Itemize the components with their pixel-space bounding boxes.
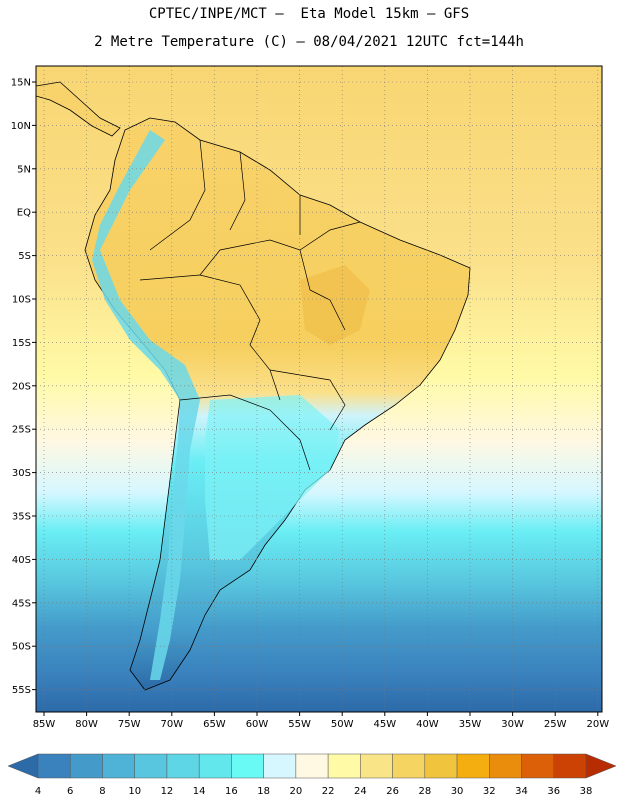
colorbar-tick-label: 4 bbox=[35, 786, 41, 797]
colorbar-swatch bbox=[456, 753, 490, 779]
lon-label: 20W bbox=[586, 719, 609, 730]
colorbar-tick-label: 18 bbox=[257, 786, 270, 797]
map-frame bbox=[35, 65, 603, 713]
colorbar-swatch bbox=[295, 753, 329, 779]
map-subtitle: 2 Metre Temperature (C) – 08/04/2021 12U… bbox=[94, 34, 524, 50]
lat-label: 45S bbox=[12, 598, 31, 609]
colorbar-swatch bbox=[198, 753, 232, 779]
lon-label: 40W bbox=[416, 719, 439, 730]
colorbar-swatch bbox=[360, 753, 393, 779]
lat-label: EQ bbox=[17, 208, 31, 219]
country-borders bbox=[139, 139, 361, 471]
lat-label: 30S bbox=[12, 468, 31, 479]
colorbar-swatch bbox=[69, 753, 103, 779]
lon-label: 65W bbox=[203, 719, 226, 730]
longitude-labels: 85W 80W 75W 70W 65W 60W 55W 50W 45W 40W 35W 30W 25W 2… bbox=[33, 712, 609, 730]
colorbar-tick-label: 36 bbox=[547, 786, 560, 797]
colorbar-swatch bbox=[231, 753, 264, 779]
lat-label: 35S bbox=[12, 512, 31, 523]
lon-label: 75W bbox=[118, 719, 141, 730]
central-america-land bbox=[36, 81, 121, 137]
colorbar-swatch bbox=[392, 753, 426, 779]
colorbar-high-arrow bbox=[585, 753, 617, 779]
colorbar-tick-label: 28 bbox=[418, 786, 431, 797]
colorbar-swatch bbox=[424, 753, 458, 779]
lat-label: 15N bbox=[11, 78, 31, 89]
colorbar-tick-label: 32 bbox=[483, 786, 496, 797]
colorbar-tick-label: 38 bbox=[580, 786, 593, 797]
colorbar-swatch bbox=[134, 753, 168, 779]
lat-label: 40S bbox=[12, 555, 31, 566]
lon-label: 85W bbox=[33, 719, 56, 730]
lat-label: 25S bbox=[12, 425, 31, 436]
colorbar-swatch bbox=[102, 753, 135, 779]
colorbar-low-arrow bbox=[7, 753, 39, 779]
colorbar-tick-label: 8 bbox=[99, 786, 105, 797]
lat-label: 5S bbox=[18, 251, 31, 262]
colorbar-tick-label: 30 bbox=[451, 786, 464, 797]
lon-label: 55W bbox=[288, 719, 311, 730]
brazil-warm-core bbox=[300, 265, 370, 345]
colorbar-tick-label: 12 bbox=[161, 786, 174, 797]
colorbar-swatch bbox=[263, 753, 297, 779]
colorbar-swatch bbox=[521, 753, 555, 779]
lat-label: 55S bbox=[12, 685, 31, 696]
colorbar-swatch bbox=[327, 753, 361, 779]
colorbar-tick-label: 14 bbox=[193, 786, 206, 797]
lon-label: 30W bbox=[501, 719, 524, 730]
colorbar-swatch bbox=[489, 753, 522, 779]
colorbar-tick-label: 26 bbox=[386, 786, 399, 797]
colorbar-tick-label: 6 bbox=[67, 786, 73, 797]
lat-label: 5N bbox=[17, 164, 31, 175]
latitude-labels: 15N 10N 5N EQ 5S 10S 15S 20S 25S 30S 35S 40S 45S 50S 5… bbox=[11, 78, 36, 696]
lat-label: 15S bbox=[12, 338, 31, 349]
colorbar-tick-label: 22 bbox=[322, 786, 335, 797]
lon-label: 80W bbox=[75, 719, 98, 730]
lat-label: 10N bbox=[11, 121, 31, 132]
colorbar-swatch bbox=[553, 753, 587, 779]
lon-label: 50W bbox=[331, 719, 354, 730]
colorbar-tick-label: 34 bbox=[515, 786, 528, 797]
lon-label: 45W bbox=[373, 719, 396, 730]
lon-label: 25W bbox=[544, 719, 567, 730]
southern-cone-cool bbox=[205, 395, 340, 560]
lon-label: 70W bbox=[160, 719, 183, 730]
lat-label: 20S bbox=[12, 381, 31, 392]
colorbar-tick-label: 10 bbox=[128, 786, 141, 797]
colorbar-tick-label: 20 bbox=[290, 786, 303, 797]
lon-label: 60W bbox=[246, 719, 269, 730]
colorbar-tick-label: 16 bbox=[225, 786, 238, 797]
colorbar: 4 6 8 10 12 14 16 18 20 22 24 26 28 30 32 34 36 38 bbox=[7, 753, 617, 797]
lon-label: 35W bbox=[459, 719, 482, 730]
colorbar-tick-label: 24 bbox=[354, 786, 367, 797]
map-title: CPTEC/INPE/MCT – Eta Model 15km – GFS bbox=[148, 6, 470, 22]
temperature-map: 15N 10N 5N EQ 5S 10S 15S 20S 25S 30S 35S 40S 45S 50S 5… bbox=[11, 65, 609, 730]
colorbar-swatch bbox=[37, 753, 71, 779]
lat-label: 50S bbox=[12, 642, 31, 653]
colorbar-swatch bbox=[166, 753, 200, 779]
lat-label: 10S bbox=[12, 295, 31, 306]
andes-cold-band bbox=[92, 130, 200, 680]
